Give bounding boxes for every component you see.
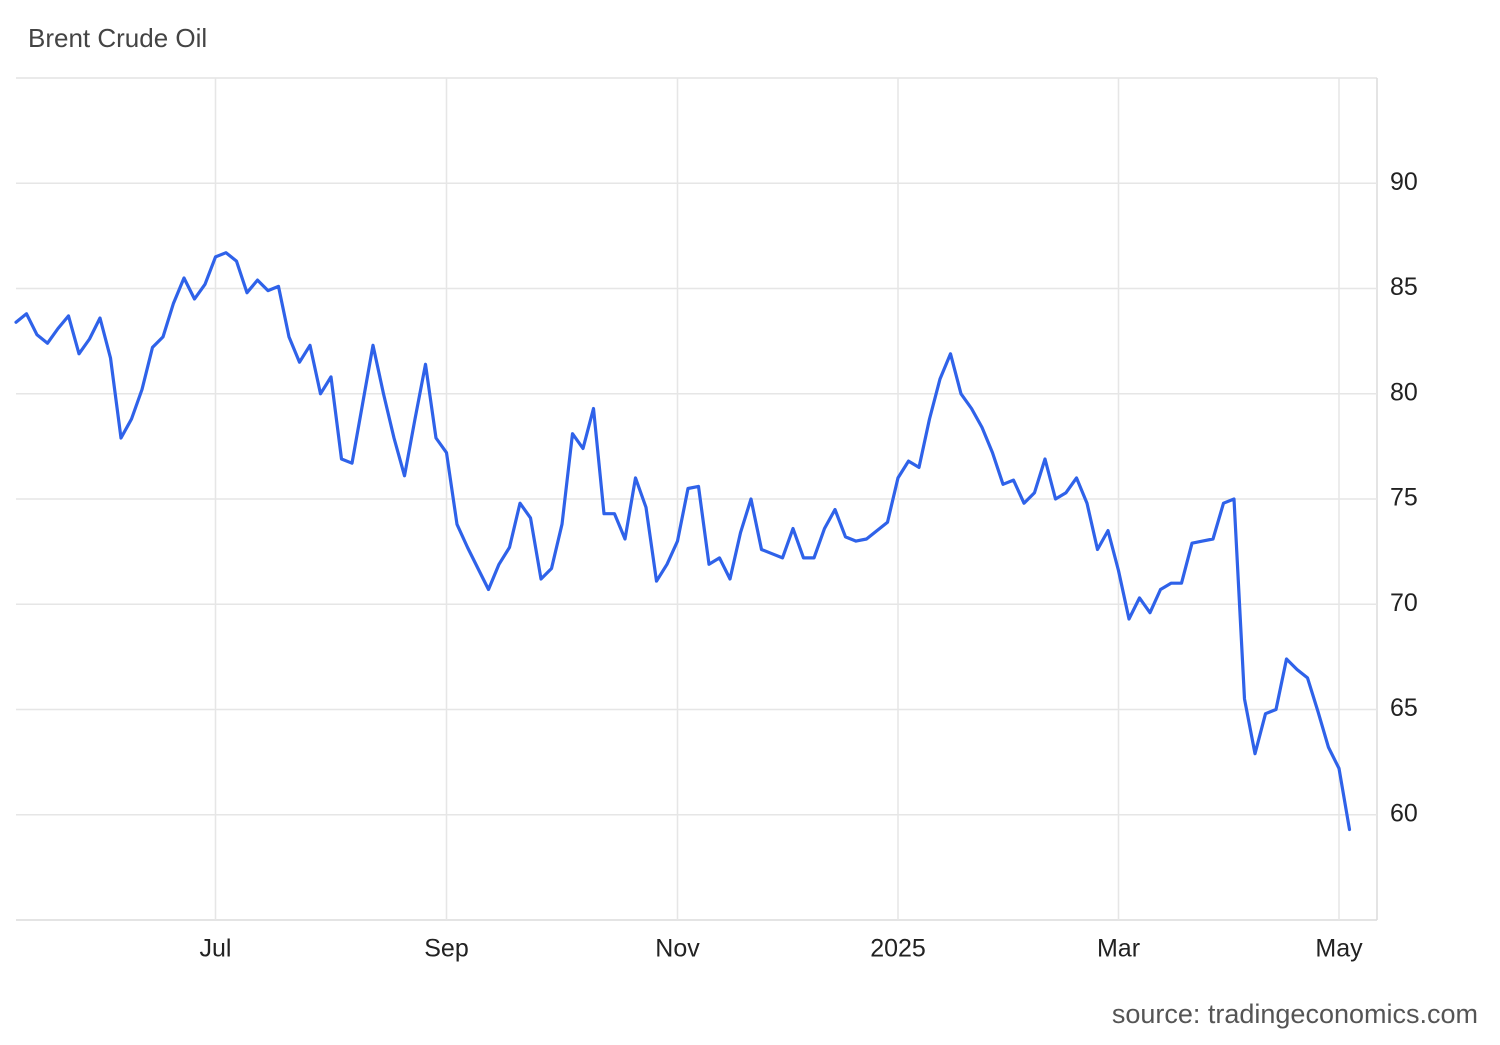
source-note: source: tradingeconomics.com	[1112, 999, 1478, 1029]
x-tick-label: 2025	[870, 935, 926, 963]
x-tick-label: Jul	[200, 935, 232, 963]
y-tick-label: 80	[1390, 378, 1418, 406]
chart-title: Brent Crude Oil	[28, 23, 207, 53]
x-tick-label: Sep	[424, 935, 468, 963]
y-tick-label: 60	[1390, 799, 1418, 827]
x-tick-label: May	[1315, 935, 1363, 963]
y-tick-label: 65	[1390, 694, 1418, 722]
x-tick-label: Mar	[1097, 935, 1140, 963]
y-tick-label: 90	[1390, 168, 1418, 196]
price-line	[14, 251, 1352, 832]
x-tick-label: Nov	[655, 935, 700, 963]
y-tick-label: 70	[1390, 589, 1418, 617]
y-tick-label: 75	[1390, 484, 1418, 512]
y-tick-label: 85	[1390, 273, 1418, 301]
